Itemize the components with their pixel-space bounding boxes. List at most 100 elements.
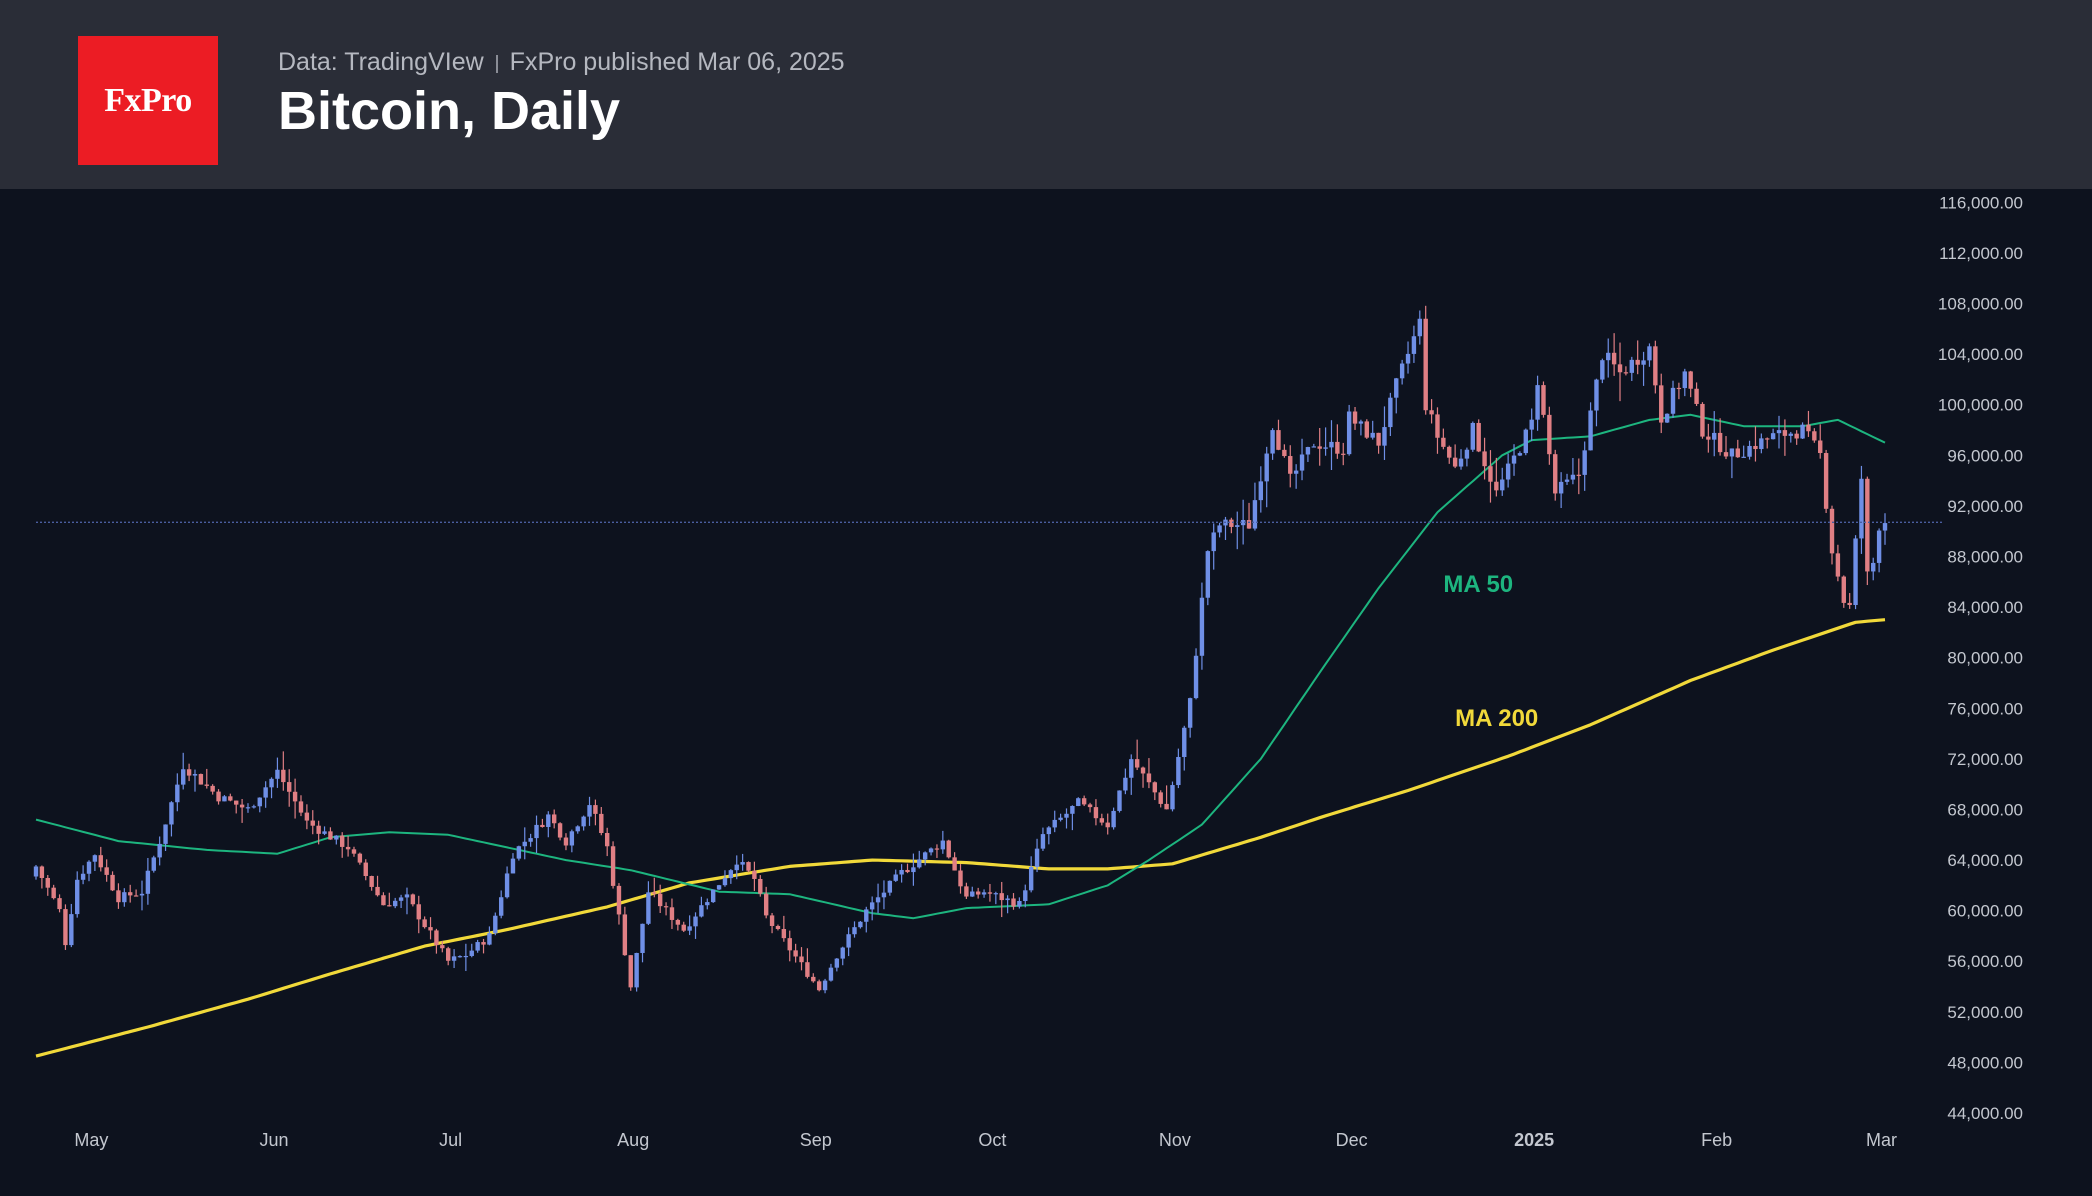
candle-body <box>710 889 716 903</box>
candle-body <box>1829 508 1835 554</box>
candle-body <box>1299 454 1305 471</box>
candle-body <box>964 886 969 897</box>
candle-body <box>1806 424 1811 432</box>
candle-body <box>1252 500 1258 529</box>
candle-body <box>740 862 745 865</box>
candle-body <box>805 962 810 977</box>
candle-body <box>993 893 999 895</box>
candle-body <box>975 891 981 895</box>
candle-body <box>1694 388 1699 404</box>
candle-body <box>1659 385 1664 423</box>
candle-body <box>122 892 127 903</box>
candle-body <box>1823 453 1829 509</box>
candle-body <box>1558 481 1564 494</box>
candle-body <box>1341 453 1346 455</box>
candle-body <box>1211 532 1216 552</box>
candle-body <box>887 880 893 893</box>
candle-body <box>987 892 993 894</box>
y-tick-label: 96,000.00 <box>1947 446 2023 465</box>
candle-body <box>1741 456 1746 458</box>
candle-body <box>610 846 616 886</box>
candle-body <box>1700 403 1705 437</box>
candle-body <box>404 894 410 898</box>
candle-body <box>1505 463 1511 480</box>
candle-body <box>245 807 251 809</box>
candle-body <box>1729 448 1735 457</box>
candle-body <box>1812 431 1817 441</box>
candle-body <box>1818 440 1823 454</box>
candle-body <box>746 862 751 871</box>
candle-body <box>1246 520 1252 529</box>
candle-body <box>393 900 398 907</box>
candle-body <box>928 848 934 853</box>
candle-body <box>1028 866 1034 891</box>
y-tick-label: 84,000.00 <box>1947 598 2023 617</box>
candle-body <box>1588 410 1593 451</box>
candle-body <box>699 905 704 917</box>
candle-body <box>905 869 910 873</box>
candle-body <box>1329 441 1334 448</box>
candle-body <box>86 861 92 874</box>
candle-body <box>1794 433 1799 439</box>
candle-body <box>893 874 898 881</box>
candle-body <box>822 980 828 991</box>
candle-body <box>551 814 557 824</box>
candle-body <box>516 846 522 859</box>
candle-body <box>604 833 610 847</box>
candle-body <box>1606 352 1611 361</box>
candle-body <box>816 981 822 991</box>
candle-body <box>1346 411 1352 455</box>
candle-body <box>687 926 692 931</box>
candle-body <box>1293 470 1299 474</box>
candle-body <box>616 885 622 915</box>
candle-body <box>1052 819 1057 828</box>
candle-body <box>228 796 233 801</box>
candle-body <box>239 804 245 808</box>
candle-body <box>1712 432 1717 440</box>
candle-body <box>322 831 327 834</box>
candle-body <box>1199 597 1205 656</box>
candle-body <box>257 797 262 807</box>
candle-body <box>705 902 710 906</box>
candle-body <box>39 866 45 878</box>
candle-body <box>1847 602 1852 606</box>
candle-body <box>57 898 62 910</box>
candle-body <box>1476 422 1481 452</box>
candle-body <box>504 873 510 898</box>
candle-body <box>1647 346 1652 361</box>
candle-body <box>575 826 580 832</box>
candle-body <box>1076 798 1081 806</box>
candle-body <box>345 846 351 850</box>
meta-separator <box>495 54 498 73</box>
candle-body <box>811 976 816 982</box>
candle-body <box>1664 413 1670 423</box>
candle-body <box>204 784 209 786</box>
candle-body <box>1541 385 1546 415</box>
candle-body <box>457 956 463 958</box>
candle-body <box>875 897 881 903</box>
y-tick-label: 92,000.00 <box>1947 497 2023 516</box>
ma200-label: MA 200 <box>1455 705 1538 732</box>
ma50-label: MA 50 <box>1443 571 1513 598</box>
candle-body <box>1635 359 1640 365</box>
candle-body <box>1788 433 1793 436</box>
candle-body <box>1464 449 1470 459</box>
x-tick-label: Jul <box>439 1130 462 1150</box>
candle-body <box>1765 438 1770 440</box>
candle-body <box>1670 387 1676 414</box>
candle-body <box>116 890 121 903</box>
candle-body <box>1323 447 1328 449</box>
candle-body <box>1723 452 1729 457</box>
candle-body <box>599 813 604 834</box>
candle-body <box>911 867 916 873</box>
candle-body <box>840 947 845 959</box>
x-tick-label: Oct <box>978 1130 1006 1150</box>
candle-body <box>1282 449 1287 457</box>
candle-body <box>1152 782 1158 793</box>
candles-layer <box>33 305 1888 994</box>
candle-body <box>1388 397 1393 428</box>
candle-body <box>769 915 775 926</box>
candle-body <box>381 895 386 906</box>
candle-body <box>151 857 156 871</box>
candle-body <box>1594 379 1599 411</box>
